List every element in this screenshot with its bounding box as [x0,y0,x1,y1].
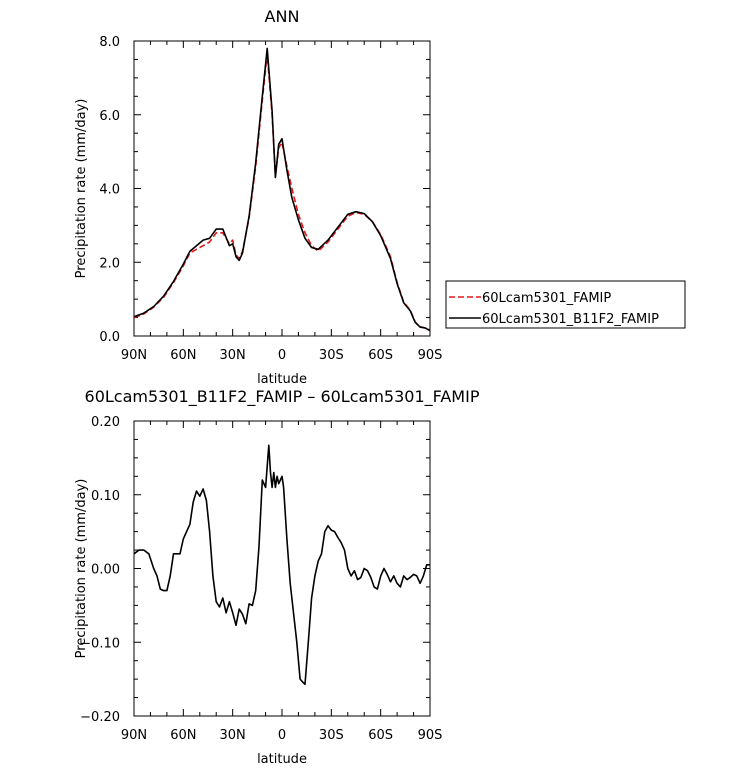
chart2-x-tick-label: 90N [121,728,147,743]
chart2-y-tick-label: −0.10 [80,636,120,651]
chart2-x-tick-label: 60S [368,728,393,743]
chart1-y-tick-label: 8.0 [99,35,120,50]
chart2-y-axis-label: Precipitation rate (mm/day) [74,479,89,659]
chart2-title: 60Lcam5301_B11F2_FAMIP – 60Lcam5301_FAMI… [85,387,480,407]
chart1-x-tick-label: 60S [368,348,393,363]
chart1-series-line-1 [133,53,431,332]
chart2-x-tick-label: 30N [220,728,246,743]
chart1-x-tick-label: 60N [170,348,196,363]
chart1-series-line-2 [133,47,431,332]
chart2-y-tick-label: 0.00 [91,563,120,578]
chart1-x-tick-label: 0 [278,348,286,363]
chart2-series-line-1 [133,444,430,686]
chart1-x-tick-label: 90N [121,348,147,363]
chart1-legend-box [445,280,686,329]
chart1-y-tick-label: 4.0 [99,183,120,198]
chart1-y-tick-label: 0.0 [99,330,120,345]
chart1-y-tick-label: 2.0 [99,256,120,271]
chart1-x-axis-label: latitude [257,372,307,387]
chart1-title: ANN [265,7,300,26]
chart1-y-tick-label: 6.0 [99,109,120,124]
chart2-x-tick-label: 60N [170,728,196,743]
chart2-x-tick-label: 30S [319,728,344,743]
chart2-x-tick-label: 90S [418,728,443,743]
chart2-y-tick-label: −0.20 [80,710,120,725]
chart2-x-tick-label: 0 [278,728,286,743]
chart1-legend-label-1: 60Lcam5301_FAMIP [482,291,611,306]
chart2-plot-frame [133,420,431,717]
chart1-x-tick-label: 90S [418,348,443,363]
chart2-y-tick-label: 0.20 [91,415,120,430]
chart1-x-tick-label: 30S [319,348,344,363]
chart1-x-tick-label: 30N [220,348,246,363]
chart2-x-axis-label: latitude [257,752,307,767]
chart1-legend-label-2: 60Lcam5301_B11F2_FAMIP [482,312,659,327]
chart2-y-tick-label: 0.10 [91,489,120,504]
chart1-plot-frame [133,40,431,337]
chart1-y-axis-label: Precipitation rate (mm/day) [74,99,89,279]
